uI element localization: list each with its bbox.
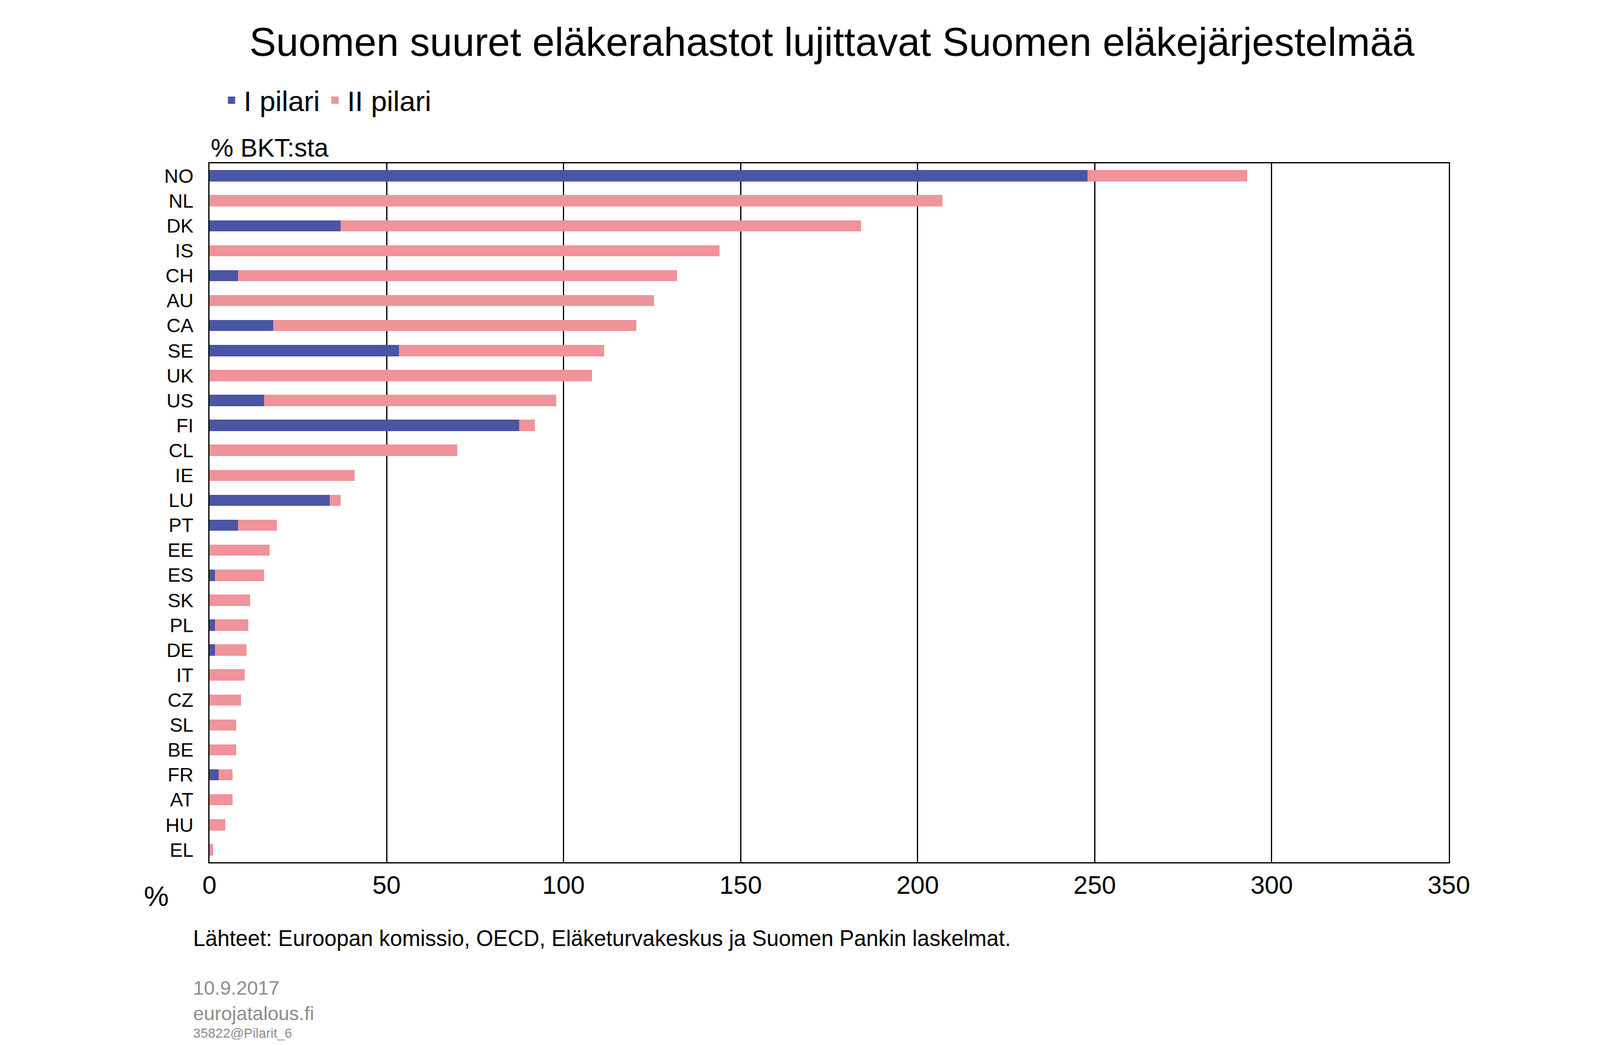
- svg-text:IS: IS: [174, 239, 194, 262]
- svg-text:NL: NL: [168, 190, 194, 212]
- svg-text:DE: DE: [166, 639, 194, 662]
- svg-text:DK: DK: [166, 214, 194, 237]
- svg-text:EL: EL: [169, 839, 194, 862]
- svg-text:%: %: [143, 880, 169, 913]
- svg-text:I pilari: I pilari: [243, 85, 320, 118]
- svg-text:100: 100: [542, 870, 585, 900]
- svg-text:CA: CA: [166, 314, 194, 337]
- svg-text:II pilari: II pilari: [347, 85, 432, 118]
- svg-text:SL: SL: [169, 714, 194, 736]
- svg-text:CZ: CZ: [167, 689, 194, 712]
- svg-text:LU: LU: [168, 489, 194, 512]
- svg-text:250: 250: [1073, 870, 1117, 900]
- svg-text:AT: AT: [170, 788, 194, 811]
- svg-text:EE: EE: [167, 539, 194, 562]
- svg-text:ES: ES: [167, 564, 194, 586]
- svg-text:350: 350: [1427, 870, 1471, 900]
- svg-text:SK: SK: [167, 589, 194, 612]
- svg-text:US: US: [166, 389, 194, 412]
- svg-text:IE: IE: [174, 464, 194, 487]
- svg-text:CH: CH: [165, 264, 194, 287]
- svg-text:FI: FI: [176, 414, 194, 437]
- svg-text:PT: PT: [168, 514, 194, 537]
- svg-text:PL: PL: [169, 614, 194, 637]
- svg-text:HU: HU: [165, 814, 194, 837]
- svg-text:10.9.2017: 10.9.2017: [193, 977, 280, 999]
- svg-text:AU: AU: [166, 289, 194, 312]
- svg-text:UK: UK: [166, 364, 194, 387]
- svg-text:35822@Pilarit_6: 35822@Pilarit_6: [193, 1025, 293, 1041]
- svg-text:50: 50: [372, 870, 401, 900]
- svg-text:BE: BE: [167, 738, 194, 761]
- svg-text:Lähteet: Euroopan komissio, OE: Lähteet: Euroopan komissio, OECD, Eläket…: [193, 925, 1012, 951]
- svg-text:CL: CL: [168, 439, 194, 462]
- svg-text:0: 0: [202, 870, 217, 900]
- svg-text:IT: IT: [176, 664, 194, 687]
- svg-text:eurojatalous.fi: eurojatalous.fi: [193, 1002, 314, 1025]
- svg-text:NO: NO: [164, 165, 194, 188]
- svg-text:200: 200: [896, 870, 939, 900]
- svg-text:300: 300: [1250, 870, 1293, 900]
- svg-text:150: 150: [719, 870, 763, 900]
- svg-text:% BKT:sta: % BKT:sta: [210, 133, 329, 163]
- svg-text:Suomen suuret eläkerahastot lu: Suomen suuret eläkerahastot lujittavat S…: [249, 19, 1415, 65]
- svg-text:SE: SE: [167, 340, 194, 362]
- svg-text:FR: FR: [167, 763, 194, 786]
